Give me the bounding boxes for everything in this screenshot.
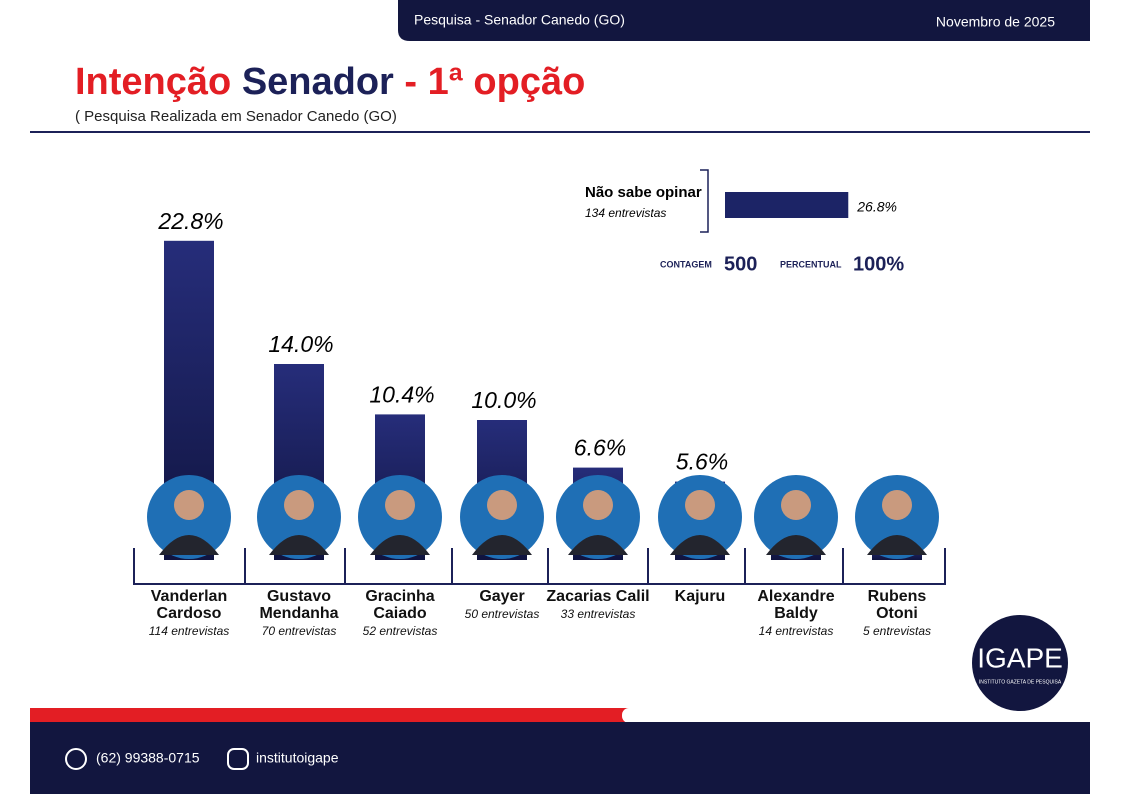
logo-name: IGAPE — [977, 642, 1063, 673]
value-label: 5.6% — [676, 449, 728, 475]
accent-end — [622, 708, 702, 723]
photo-head — [487, 490, 517, 520]
photo-body — [269, 535, 329, 555]
photo — [460, 475, 544, 559]
photo-body — [766, 535, 826, 555]
category: Vanderlan Cardoso 114 entrevistas — [137, 588, 241, 638]
photo — [358, 475, 442, 559]
photo-body — [670, 535, 730, 555]
category: Zacarias Calil 33 entrevistas — [546, 588, 650, 621]
interviews: 5 entrevistas — [862, 624, 932, 638]
photo-head — [385, 490, 415, 520]
instagram[interactable]: institutoigape — [256, 750, 339, 766]
photo-body — [568, 535, 628, 555]
category-name: Gayer — [479, 588, 525, 605]
category-name: Kajuru — [674, 588, 726, 605]
logo-tagline: INSTITUTO GAZETA DE PESQUISA — [979, 679, 1062, 685]
value-label: 10.4% — [369, 381, 434, 407]
category: Kajuru — [648, 588, 752, 605]
interviews: 114 entrevistas — [148, 624, 230, 638]
title-part: - 1ª opção — [404, 61, 585, 103]
whatsapp-icon — [65, 748, 87, 770]
photo-head — [685, 490, 715, 520]
category: Rubens Otoni 5 entrevistas — [845, 588, 949, 638]
photo — [257, 475, 341, 559]
baseline — [133, 548, 946, 585]
photo-head — [781, 490, 811, 520]
photo-head — [174, 490, 204, 520]
phone[interactable]: (62) 99388-0715 — [96, 750, 200, 766]
photo-head — [583, 490, 613, 520]
category: Alexandre Baldy 14 entrevistas — [744, 588, 848, 638]
value-label: 10.0% — [471, 387, 536, 413]
photo-body — [159, 535, 219, 555]
accent-bar — [30, 708, 630, 723]
footer — [30, 722, 1090, 794]
header-left: Pesquisa - Senador Canedo (GO) — [414, 12, 625, 28]
count: 500 — [724, 253, 757, 275]
chart-title: Intenção Senador - 1ª opção — [75, 61, 585, 103]
value-label: 26.8% — [856, 199, 897, 215]
title-part: Senador — [242, 61, 394, 103]
percent-label: PERCENTUAL — [780, 259, 842, 269]
bar — [725, 192, 849, 218]
category-name: Vanderlan Cardoso — [150, 588, 228, 622]
category-name: Zacarias Calil — [546, 588, 650, 605]
category: Gustavo Mendanha 70 entrevistas — [247, 588, 351, 638]
interviews: 70 entrevistas — [261, 624, 337, 638]
instagram-icon — [227, 748, 249, 770]
category-name: Gracinha Caiado — [365, 588, 435, 622]
interviews: 50 entrevistas — [464, 607, 540, 621]
subtitle: ( Pesquisa Realizada em Senador Canedo (… — [75, 108, 397, 125]
category-name: Rubens Otoni — [867, 588, 927, 622]
interviews: 14 entrevistas — [758, 624, 834, 638]
category-name: Alexandre Baldy — [757, 588, 835, 622]
dividers — [244, 548, 844, 584]
title-part: Intenção — [75, 61, 231, 103]
undecided-label: Não sabe opinar — [585, 184, 702, 201]
header-right: Novembro de 2025 — [936, 14, 1055, 30]
logo — [972, 615, 1068, 711]
photo-body — [867, 535, 927, 555]
photo-head — [284, 490, 314, 520]
category-name: Gustavo Mendanha — [259, 588, 339, 622]
category: Gayer 50 entrevistas — [450, 588, 554, 621]
photo-head — [882, 490, 912, 520]
photo-body — [472, 535, 532, 555]
interviews: 33 entrevistas — [560, 607, 636, 621]
interviews: 52 entrevistas — [362, 624, 438, 638]
photo — [556, 475, 640, 559]
undecided-interviews: 134 entrevistas — [585, 206, 666, 220]
photo — [855, 475, 939, 559]
photo — [658, 475, 742, 559]
photo — [147, 475, 231, 559]
value-label: 6.6% — [574, 435, 626, 461]
bracket — [700, 169, 709, 233]
value-label: 22.8% — [157, 208, 223, 234]
photo — [754, 475, 838, 559]
value-label: 14.0% — [268, 331, 333, 357]
count-label: CONTAGEM — [660, 259, 712, 269]
percent: 100% — [853, 253, 904, 275]
photo-body — [370, 535, 430, 555]
header-bar — [398, 0, 1090, 41]
category: Gracinha Caiado 52 entrevistas — [348, 588, 452, 638]
